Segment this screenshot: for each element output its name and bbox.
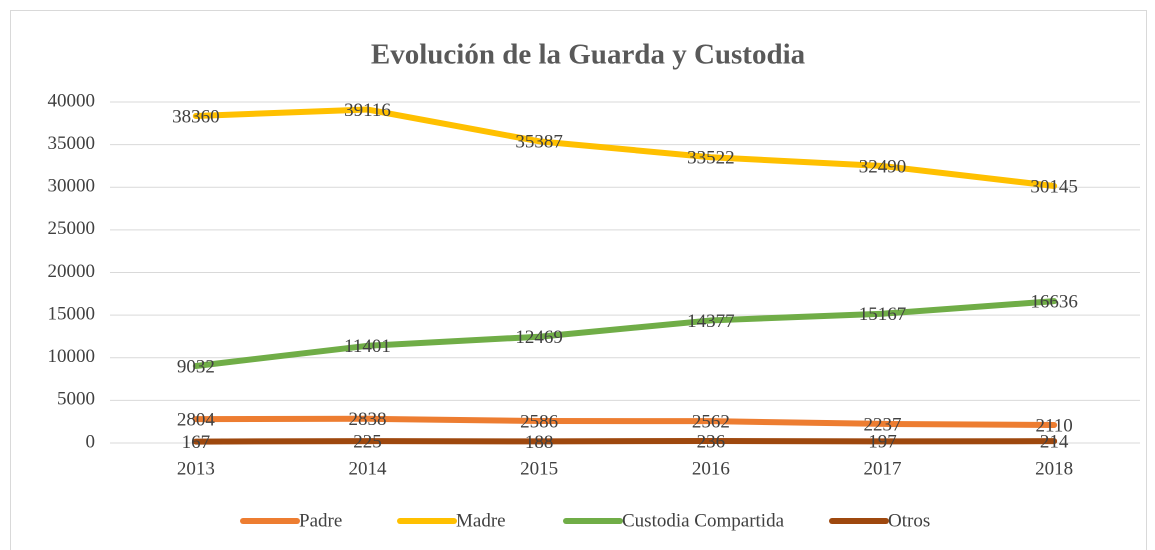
data-label: 2237 — [864, 414, 902, 435]
data-label: 12469 — [515, 327, 563, 348]
data-label: 14377 — [687, 311, 735, 332]
series-line — [192, 106, 1058, 190]
x-tick-label: 2018 — [1035, 458, 1073, 479]
data-label: 236 — [697, 431, 726, 452]
data-label: 197 — [868, 432, 897, 453]
data-label: 38360 — [172, 106, 220, 127]
data-label: 35387 — [515, 132, 563, 153]
data-label: 9032 — [177, 356, 215, 377]
legend-label: Custodia Compartida — [622, 510, 785, 531]
x-tick-label: 2014 — [349, 458, 388, 479]
legend-label: Padre — [299, 510, 342, 531]
series-line — [192, 415, 1058, 429]
data-label: 188 — [525, 432, 554, 453]
y-tick-label: 10000 — [48, 346, 96, 367]
data-label: 225 — [353, 431, 382, 452]
data-label: 214 — [1040, 432, 1069, 453]
data-label: 2804 — [177, 409, 216, 430]
chart-title: Evolución de la Guarda y Custodia — [371, 39, 806, 71]
legend-label: Madre — [456, 510, 506, 531]
series-line — [192, 437, 1058, 445]
x-tick-label: 2015 — [520, 458, 558, 479]
chart-frame — [10, 10, 1147, 550]
data-label: 16636 — [1030, 292, 1078, 313]
x-tick-label: 2013 — [177, 458, 215, 479]
y-tick-label: 35000 — [48, 133, 96, 154]
data-label: 11401 — [344, 336, 391, 357]
data-label: 167 — [182, 432, 211, 453]
data-label: 33522 — [687, 148, 735, 169]
x-tick-label: 2016 — [692, 458, 730, 479]
x-tick-label: 2017 — [864, 458, 902, 479]
series-line — [192, 298, 1058, 370]
data-label: 2562 — [692, 412, 730, 433]
data-label: 2110 — [1036, 415, 1073, 436]
data-label: 2838 — [349, 409, 387, 430]
data-label: 2586 — [520, 411, 558, 432]
data-label: 32490 — [859, 156, 907, 177]
y-tick-label: 0 — [86, 431, 96, 452]
data-label: 15167 — [859, 304, 907, 325]
y-tick-label: 25000 — [48, 218, 96, 239]
legend-label: Otros — [888, 510, 930, 531]
y-tick-label: 20000 — [48, 261, 96, 282]
data-label: 39116 — [344, 100, 391, 121]
y-tick-label: 15000 — [48, 303, 96, 324]
y-tick-label: 30000 — [48, 176, 96, 197]
y-tick-label: 40000 — [48, 90, 96, 111]
y-tick-label: 5000 — [57, 389, 95, 410]
data-label: 30145 — [1030, 176, 1078, 197]
